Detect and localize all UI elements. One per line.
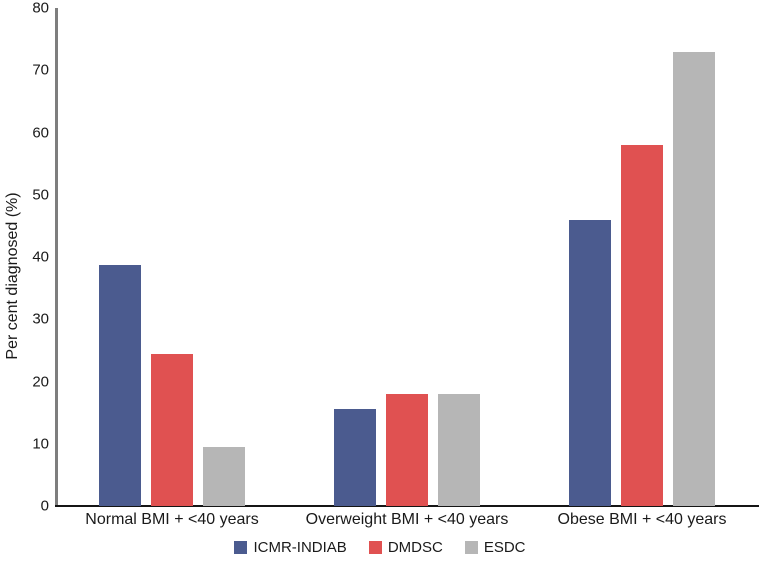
bar-icmr-indiab-group-2 [569, 219, 611, 506]
legend-label-icmr-indiab: ICMR-INDIAB [253, 539, 347, 556]
x-axis-line [55, 505, 759, 507]
bar-esdc-group-1 [438, 393, 480, 506]
legend-swatch-dmdsc [368, 541, 382, 554]
legend-label-esdc: ESDC [483, 539, 526, 556]
y-tick-label-30: 30 [32, 310, 49, 328]
bar-esdc-group-2 [673, 51, 715, 506]
bar-esdc-group-0 [203, 447, 245, 506]
y-tick-label-70: 70 [32, 61, 49, 79]
legend: ICMR-INDIAB DMDSC ESDC [0, 539, 760, 556]
x-axis-label-overweight-bmi: Overweight BMI + <40 years [305, 511, 509, 528]
bar-icmr-indiab-group-0 [99, 265, 141, 506]
y-tick-label-0: 0 [40, 497, 49, 515]
y-tick-label-20: 20 [32, 373, 49, 390]
bar-dmdsc-group-0 [151, 354, 193, 506]
legend-swatch-icmr-indiab [234, 541, 248, 554]
y-tick-label-60: 60 [32, 124, 49, 141]
legend-item-esdc: ESDC [464, 539, 526, 556]
bar-icmr-indiab-group-1 [334, 408, 376, 506]
x-axis-label-obese-bmi: Obese BMI + <40 years [557, 511, 727, 528]
legend-label-dmdsc: DMDSC [387, 539, 443, 556]
legend-item-icmr-indiab: ICMR-INDIAB [234, 539, 347, 556]
y-axis-line [55, 8, 58, 506]
bar-dmdsc-group-1 [386, 393, 428, 506]
x-axis-label-normal-bmi: Normal BMI + <40 years [85, 511, 259, 528]
y-tick-label-50: 50 [32, 186, 49, 204]
y-tick-label-10: 10 [32, 435, 49, 453]
y-tick-label-80: 80 [32, 0, 49, 17]
y-axis-title: Per cent diagnosed (%) [4, 192, 21, 360]
bar-dmdsc-group-2 [621, 144, 663, 506]
legend-swatch-esdc [464, 541, 478, 554]
legend-item-dmdsc: DMDSC [368, 539, 443, 556]
y-tick-label-40: 40 [32, 248, 49, 266]
